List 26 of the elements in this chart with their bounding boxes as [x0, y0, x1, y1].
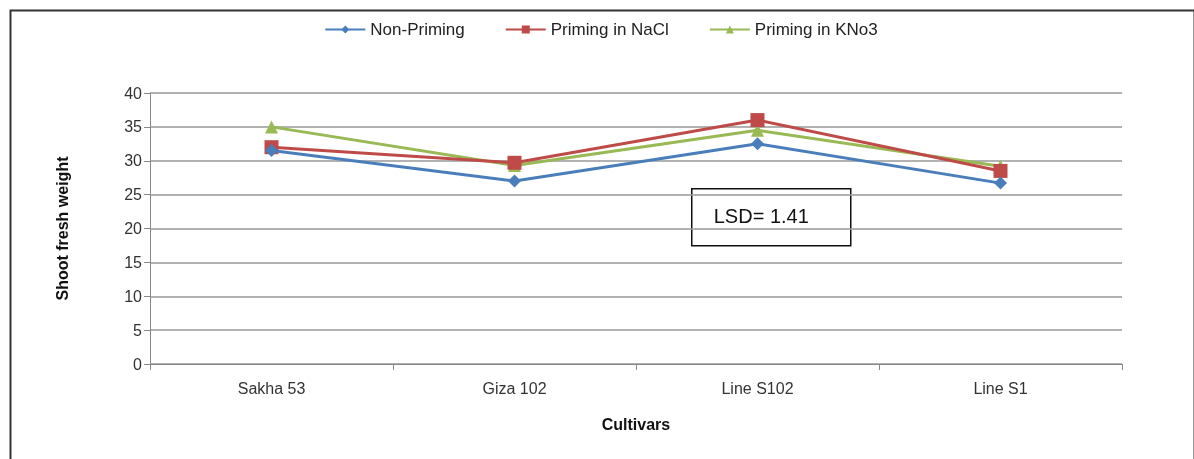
- y-tick-label: 0: [133, 355, 143, 373]
- y-tick-label: 5: [133, 321, 143, 339]
- y-tick-label: 10: [124, 287, 143, 305]
- point: [994, 176, 1007, 190]
- y-tick-label: 20: [124, 220, 143, 237]
- y-axis-title: Shoot fresh weight: [53, 155, 71, 301]
- y-tick-label: 25: [124, 186, 143, 204]
- point: [265, 144, 278, 158]
- x-tick-label: Line S102: [721, 379, 794, 397]
- y-tick-label: 35: [124, 118, 143, 136]
- point: [993, 163, 1008, 178]
- x-axis-title: Cultivars: [601, 415, 671, 433]
- x-tick-label: Giza 102: [482, 379, 547, 397]
- y-tick-label: 15: [124, 253, 143, 271]
- point: [751, 137, 764, 151]
- legend-label: Priming in KNo3: [754, 20, 878, 39]
- point: [265, 120, 278, 134]
- point: [750, 113, 765, 128]
- annotation: LSD= 1.41: [713, 204, 809, 227]
- legend-label: Priming in NaCl: [550, 20, 669, 39]
- point: [508, 174, 521, 188]
- x-tick-label: Line S1: [973, 379, 1028, 397]
- x-tick-label: Sakha 53: [237, 379, 306, 397]
- legend-label: Non-Priming: [370, 20, 465, 39]
- y-tick-label: 30: [124, 152, 143, 170]
- y-tick-label: 40: [124, 84, 143, 102]
